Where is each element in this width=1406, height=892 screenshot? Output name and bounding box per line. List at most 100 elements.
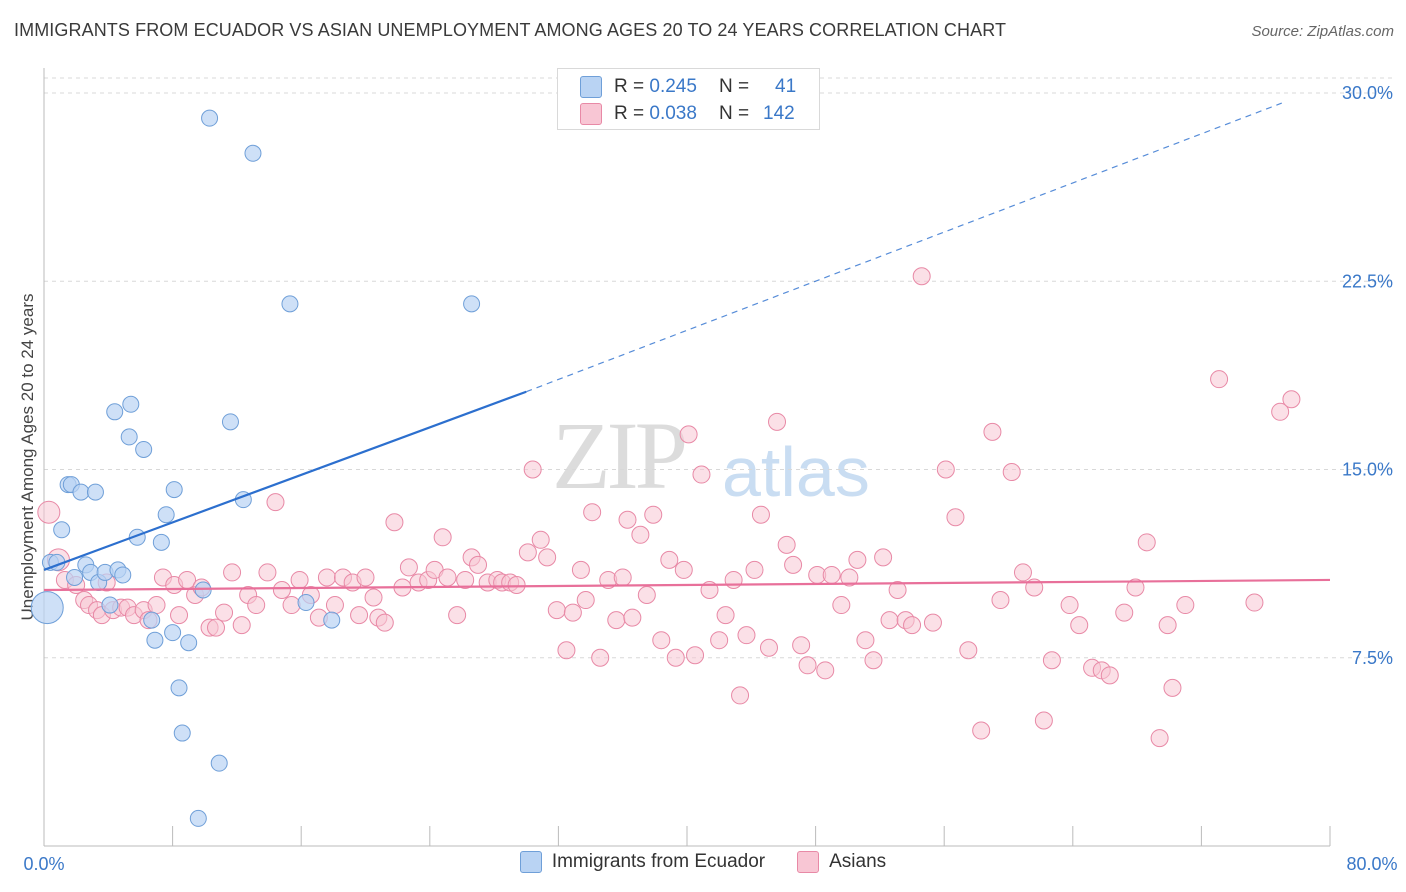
asian-point [207, 618, 226, 637]
chart-source: Source: ZipAtlas.com [1251, 23, 1394, 40]
legend-r-label: R = [614, 76, 645, 97]
asian-point [946, 508, 965, 527]
ecuador-point [180, 634, 198, 652]
asian-trend-line [43, 578, 1331, 592]
asian-point [1210, 370, 1229, 389]
ecuador-point [146, 631, 164, 649]
legend-row-asians: R = 0.038 N = 142 [580, 101, 795, 127]
series-legend: Immigrants from Ecuador Asians [0, 851, 1406, 873]
asian-point [792, 636, 811, 655]
asian-point [623, 608, 642, 627]
asian-point [1282, 390, 1301, 409]
asian-point [644, 505, 663, 524]
asian-point [399, 558, 418, 577]
asian-point [731, 686, 750, 705]
asian-point [469, 555, 488, 574]
legend-n-label: N = [718, 76, 750, 97]
ecuador-point [210, 754, 228, 772]
asian-point [874, 548, 893, 567]
asian-point [936, 460, 955, 479]
asian-point [215, 603, 234, 622]
correlation-legend: R = 0.245 N = 41 R = 0.038 N = 142 [557, 68, 820, 130]
ecuador-point [106, 403, 124, 421]
asian-point [538, 548, 557, 567]
series-legend-ecuador[interactable]: Immigrants from Ecuador [519, 851, 765, 873]
asian-point [832, 596, 851, 615]
asian-point [147, 596, 166, 615]
asian-point [247, 596, 266, 615]
asian-point [1126, 578, 1145, 597]
asian-point [816, 661, 835, 680]
asian-point [1163, 678, 1182, 697]
asian-point [1013, 563, 1032, 582]
asian-point [674, 560, 693, 579]
asian-point [1137, 533, 1156, 552]
asian-point [822, 565, 841, 584]
ecuador-trend-line [43, 390, 527, 571]
asian-point [1070, 616, 1089, 635]
series-swatch-ecuador [519, 851, 542, 873]
axis-layer [43, 68, 1331, 847]
asian-point [576, 591, 595, 610]
ecuador-point [170, 679, 188, 697]
asian-point [170, 606, 189, 625]
asian-point [724, 570, 743, 589]
asian-point [768, 412, 787, 431]
ecuador-point [152, 533, 170, 551]
asian-point [692, 465, 711, 484]
legend-swatch-asians [580, 103, 602, 125]
asian-point [223, 563, 242, 582]
ecuador-point [72, 483, 90, 501]
asian-point [290, 570, 309, 589]
watermark-atlas: atlas [722, 433, 870, 511]
ecuador-point [66, 568, 84, 586]
ecuador-point [135, 440, 153, 458]
legend-row-ecuador: R = 0.245 N = 41 [580, 74, 796, 100]
legend-r-value: 0.038 [649, 103, 697, 124]
ecuador-point [30, 591, 64, 625]
ecuador-point [323, 611, 341, 629]
y-tick-label: 30.0% [1342, 83, 1393, 103]
asian-point [1271, 402, 1290, 421]
asian-point [456, 570, 475, 589]
asian-point [745, 560, 764, 579]
asian-point [1060, 596, 1079, 615]
asian-point [923, 613, 942, 632]
asian-point [710, 631, 729, 650]
ecuador-point [114, 566, 132, 584]
asian-point [571, 560, 590, 579]
asian-point [666, 648, 685, 667]
y-tick-label: 7.5% [1352, 648, 1393, 668]
x-tick-label: 0.0% [23, 854, 64, 874]
series-label-asians: Asians [829, 851, 887, 872]
asian-point [618, 510, 637, 529]
chart-title: IMMIGRANTS FROM ECUADOR VS ASIAN UNEMPLO… [14, 20, 1007, 40]
ecuador-point [86, 483, 104, 501]
asian-point [631, 525, 650, 544]
asian-point [356, 568, 375, 587]
series-legend-asians[interactable]: Asians [797, 851, 886, 873]
series-swatch-asians [797, 851, 820, 873]
asian-point [903, 616, 922, 635]
asian-point [959, 641, 978, 660]
ecuador-trend-extension [526, 102, 1282, 393]
asian-point [266, 493, 285, 512]
legend-n-value: 41 [775, 76, 797, 97]
asian-point [1158, 616, 1177, 635]
asian-point [784, 555, 803, 574]
asian-point [751, 505, 770, 524]
ecuador-point [120, 428, 138, 446]
asian-point [888, 581, 907, 599]
asian-point [448, 606, 467, 625]
ecuador-point [101, 596, 119, 614]
asian-point [856, 631, 875, 650]
asian-point [317, 568, 336, 587]
asian-point [777, 535, 796, 554]
ecuador-point [143, 611, 161, 629]
grid-layer [44, 77, 1392, 659]
ecuador-point [244, 144, 262, 162]
asian-point [282, 596, 301, 615]
ecuador-point [201, 109, 219, 127]
legend-r-value: 0.245 [649, 76, 697, 97]
asian-point [232, 616, 251, 635]
